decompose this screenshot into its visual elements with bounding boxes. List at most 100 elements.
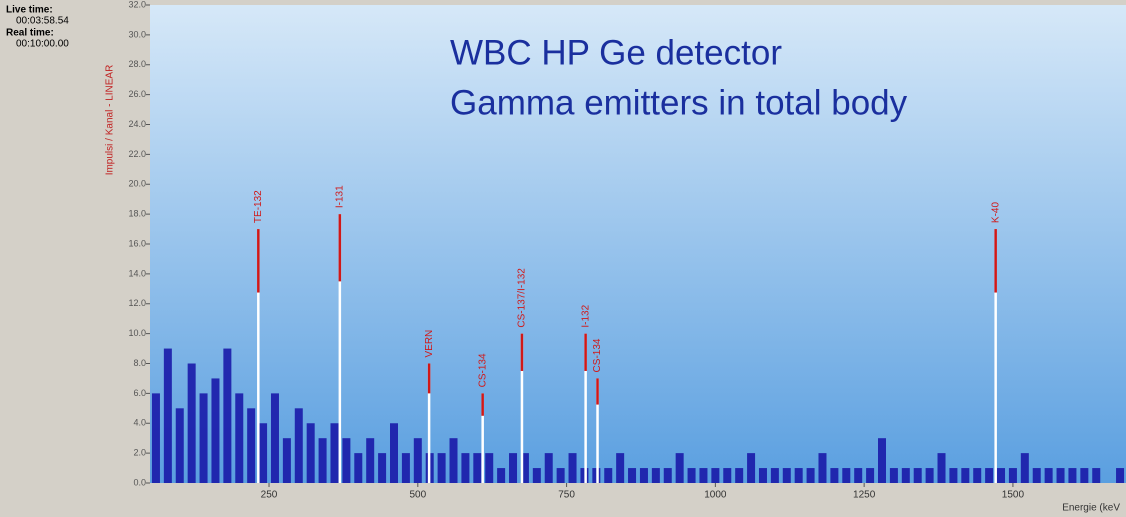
background-bar xyxy=(628,468,637,483)
background-bar xyxy=(175,408,184,483)
background-bar xyxy=(937,453,946,483)
background-bar xyxy=(366,438,375,483)
background-bar xyxy=(449,438,458,483)
background-bar xyxy=(1068,468,1077,483)
background-bar xyxy=(854,468,863,483)
background-bar xyxy=(878,438,886,483)
x-tick-label: 250 xyxy=(261,490,278,501)
background-bar xyxy=(973,468,982,483)
background-bar xyxy=(675,453,684,483)
background-bar xyxy=(318,438,327,483)
background-bar xyxy=(794,468,803,483)
background-bar xyxy=(163,348,172,483)
background-bar xyxy=(818,453,827,483)
background-bar xyxy=(1116,468,1125,483)
background-bar xyxy=(509,453,518,483)
background-bar xyxy=(830,468,839,483)
background-bar xyxy=(1092,468,1101,483)
y-tick-label: 4.0 xyxy=(133,418,146,428)
y-tick-label: 30.0 xyxy=(128,29,146,39)
x-axis-label: Energie (keV xyxy=(1062,503,1120,514)
background-bar xyxy=(401,453,410,483)
background-bar xyxy=(544,453,553,483)
background-bar xyxy=(223,348,232,483)
background-bar xyxy=(901,468,910,483)
y-tick-label: 14.0 xyxy=(128,268,146,278)
peak-label: CS-134 xyxy=(477,353,488,387)
background-bar xyxy=(1056,468,1065,483)
background-bar xyxy=(437,453,446,483)
live-time-label: Live time: xyxy=(6,5,53,16)
background-bar xyxy=(235,393,244,483)
background-bar xyxy=(961,468,970,483)
y-axis-label: Impulsi / Kanal - LINEAR xyxy=(105,65,116,176)
background-bar xyxy=(556,468,565,483)
peak-label: CS-134 xyxy=(592,338,603,372)
background-bar xyxy=(949,468,958,483)
y-tick-label: 26.0 xyxy=(128,89,146,99)
plot-area xyxy=(150,5,1126,483)
background-bar xyxy=(842,468,851,483)
background-bar xyxy=(247,408,256,483)
background-bar xyxy=(199,393,208,483)
y-tick-label: 18.0 xyxy=(128,209,146,219)
background-bar xyxy=(747,453,756,483)
background-bar xyxy=(1080,468,1089,483)
y-tick-label: 0.0 xyxy=(133,477,146,487)
background-bar xyxy=(735,468,744,483)
background-bar xyxy=(270,393,279,483)
background-bar xyxy=(330,423,339,483)
real-time: 00:10:00.00 xyxy=(16,39,69,50)
background-bar xyxy=(770,468,779,483)
x-tick-label: 1500 xyxy=(1002,490,1025,501)
background-bar xyxy=(866,468,875,483)
y-tick-label: 20.0 xyxy=(128,179,146,189)
background-bar xyxy=(687,468,696,483)
peak-label: K-40 xyxy=(990,202,1001,224)
y-tick-label: 24.0 xyxy=(128,119,146,129)
y-tick-label: 2.0 xyxy=(133,448,146,458)
peak-label: CS-137/I-132 xyxy=(517,268,528,328)
background-bar xyxy=(604,468,613,483)
background-bar xyxy=(639,468,648,483)
background-bar xyxy=(485,453,494,483)
x-tick-label: 1250 xyxy=(853,490,876,501)
x-tick-label: 500 xyxy=(409,490,426,501)
background-bar xyxy=(211,378,220,483)
real-time-label: Real time: xyxy=(6,28,54,39)
peak-label: I-132 xyxy=(580,304,591,327)
background-bar xyxy=(1020,453,1029,483)
background-bar xyxy=(568,453,577,483)
background-bar xyxy=(390,423,398,483)
background-bar xyxy=(997,468,1006,483)
background-bar xyxy=(151,393,160,483)
background-bar xyxy=(723,468,732,483)
background-bar xyxy=(1044,468,1053,483)
background-bar xyxy=(1032,468,1041,483)
live-time: 00:03:58.54 xyxy=(16,16,69,27)
background-bar xyxy=(520,453,529,483)
background-bar xyxy=(532,468,541,483)
background-bar xyxy=(758,468,767,483)
y-tick-label: 32.0 xyxy=(128,0,146,9)
background-bar xyxy=(497,468,506,483)
y-tick-label: 22.0 xyxy=(128,149,146,159)
background-bar xyxy=(354,453,363,483)
y-tick-label: 6.0 xyxy=(133,388,146,398)
y-tick-label: 12.0 xyxy=(128,298,146,308)
background-bar xyxy=(651,468,660,483)
y-tick-label: 16.0 xyxy=(128,238,146,248)
background-bar xyxy=(378,453,387,483)
background-bar xyxy=(925,468,934,483)
chart-subtitle: Gamma emitters in total body xyxy=(450,83,908,122)
background-bar xyxy=(699,468,708,483)
background-bar xyxy=(259,423,268,483)
y-tick-label: 10.0 xyxy=(128,328,146,338)
background-bar xyxy=(663,468,672,483)
y-tick-label: 28.0 xyxy=(128,59,146,69)
chart-title: WBC HP Ge detector xyxy=(450,33,782,72)
background-bar xyxy=(1008,468,1017,483)
y-tick-label: 8.0 xyxy=(133,358,146,368)
peak-label: VERN xyxy=(424,330,435,358)
